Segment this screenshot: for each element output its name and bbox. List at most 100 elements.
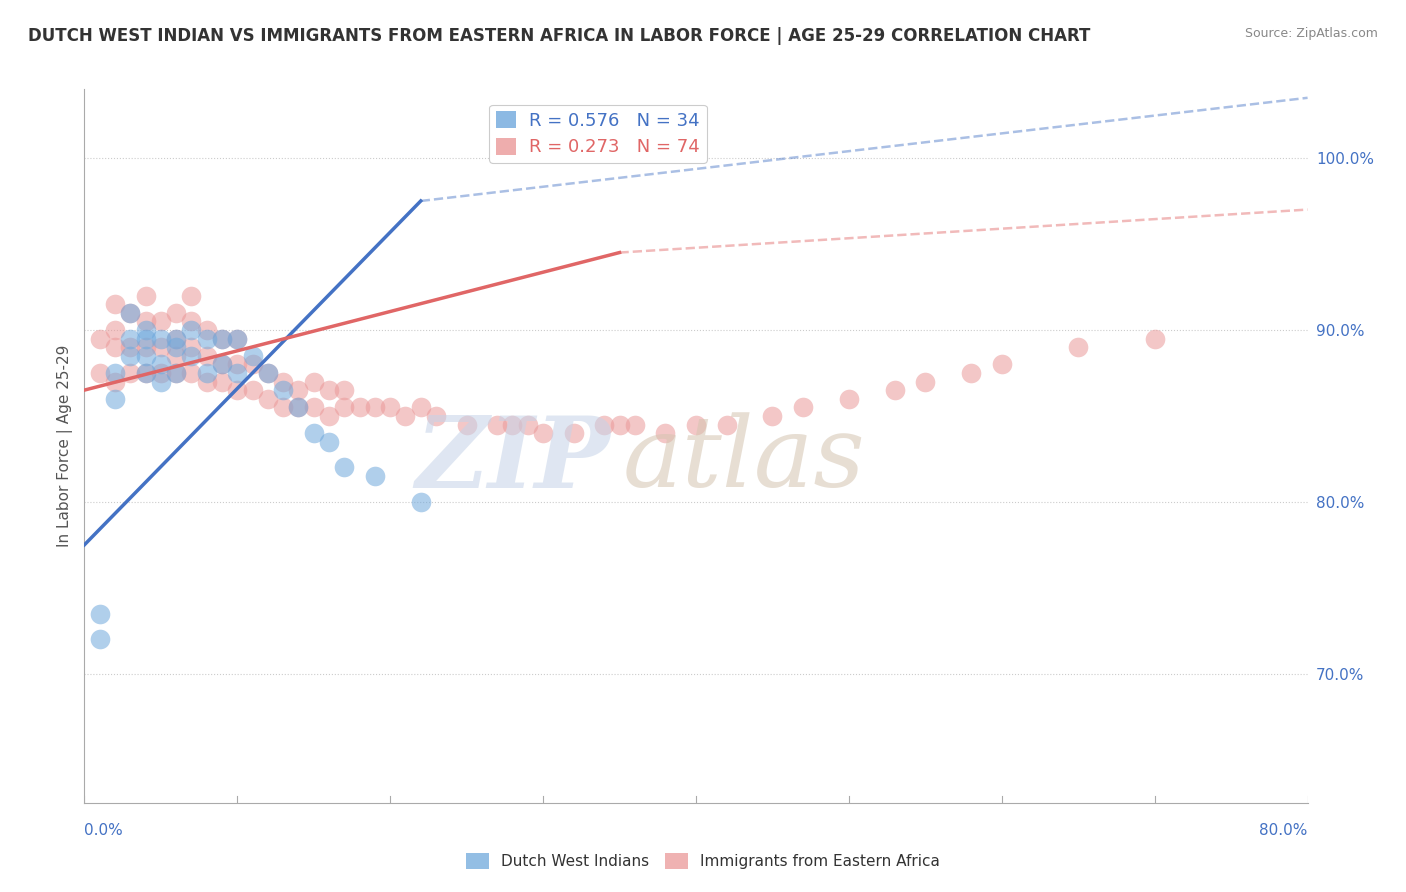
Point bbox=[333, 460, 356, 475]
Point bbox=[242, 357, 264, 371]
Point bbox=[257, 392, 280, 406]
Point bbox=[211, 332, 233, 346]
Point bbox=[149, 375, 172, 389]
Point bbox=[838, 392, 860, 406]
Point bbox=[104, 340, 127, 354]
Point bbox=[104, 366, 127, 380]
Point bbox=[380, 401, 402, 415]
Point bbox=[135, 366, 157, 380]
Point bbox=[516, 417, 538, 432]
Point bbox=[89, 607, 111, 621]
Point bbox=[226, 366, 249, 380]
Point bbox=[195, 375, 218, 389]
Point bbox=[104, 323, 127, 337]
Point bbox=[120, 366, 142, 380]
Point bbox=[502, 417, 524, 432]
Point bbox=[211, 357, 233, 371]
Point bbox=[195, 332, 218, 346]
Point bbox=[135, 332, 157, 346]
Point bbox=[318, 409, 340, 423]
Point bbox=[226, 332, 249, 346]
Point bbox=[135, 288, 157, 302]
Point bbox=[180, 288, 202, 302]
Point bbox=[180, 314, 202, 328]
Point bbox=[120, 340, 142, 354]
Point bbox=[226, 357, 249, 371]
Point bbox=[89, 366, 111, 380]
Point bbox=[180, 349, 202, 363]
Point bbox=[165, 349, 187, 363]
Point bbox=[593, 417, 616, 432]
Point bbox=[120, 349, 142, 363]
Point bbox=[211, 375, 233, 389]
Point bbox=[195, 349, 218, 363]
Text: 80.0%: 80.0% bbox=[1260, 823, 1308, 838]
Point bbox=[562, 426, 585, 441]
Point bbox=[104, 375, 127, 389]
Legend: R = 0.576   N = 34, R = 0.273   N = 74: R = 0.576 N = 34, R = 0.273 N = 74 bbox=[489, 104, 707, 162]
Text: DUTCH WEST INDIAN VS IMMIGRANTS FROM EASTERN AFRICA IN LABOR FORCE | AGE 25-29 C: DUTCH WEST INDIAN VS IMMIGRANTS FROM EAS… bbox=[28, 27, 1091, 45]
Point bbox=[149, 314, 172, 328]
Point bbox=[104, 392, 127, 406]
Point bbox=[624, 417, 647, 432]
Point bbox=[409, 495, 432, 509]
Point bbox=[609, 417, 631, 432]
Point bbox=[135, 323, 157, 337]
Point bbox=[271, 401, 294, 415]
Point bbox=[242, 349, 264, 363]
Point bbox=[302, 375, 325, 389]
Point bbox=[486, 417, 509, 432]
Point bbox=[914, 375, 936, 389]
Point bbox=[149, 366, 172, 380]
Point bbox=[180, 366, 202, 380]
Point bbox=[120, 306, 142, 320]
Point bbox=[211, 332, 233, 346]
Text: Source: ZipAtlas.com: Source: ZipAtlas.com bbox=[1244, 27, 1378, 40]
Point bbox=[364, 401, 387, 415]
Point bbox=[135, 349, 157, 363]
Point bbox=[302, 401, 325, 415]
Point bbox=[761, 409, 783, 423]
Point bbox=[716, 417, 738, 432]
Point bbox=[409, 401, 432, 415]
Point bbox=[257, 366, 280, 380]
Point bbox=[960, 366, 983, 380]
Point bbox=[180, 323, 202, 337]
Point bbox=[991, 357, 1014, 371]
Point bbox=[394, 409, 416, 423]
Point bbox=[135, 340, 157, 354]
Point bbox=[792, 401, 814, 415]
Point bbox=[685, 417, 707, 432]
Point bbox=[211, 357, 233, 371]
Y-axis label: In Labor Force | Age 25-29: In Labor Force | Age 25-29 bbox=[58, 345, 73, 547]
Point bbox=[135, 366, 157, 380]
Point bbox=[180, 340, 202, 354]
Point bbox=[364, 469, 387, 483]
Point bbox=[195, 366, 218, 380]
Point bbox=[257, 366, 280, 380]
Point bbox=[425, 409, 447, 423]
Point bbox=[531, 426, 554, 441]
Point bbox=[333, 401, 356, 415]
Point bbox=[226, 332, 249, 346]
Point bbox=[226, 383, 249, 397]
Point bbox=[165, 332, 187, 346]
Point bbox=[1143, 332, 1166, 346]
Point bbox=[318, 434, 340, 449]
Point bbox=[165, 306, 187, 320]
Point bbox=[287, 401, 309, 415]
Point bbox=[149, 332, 172, 346]
Point bbox=[883, 383, 905, 397]
Point bbox=[333, 383, 356, 397]
Point bbox=[89, 332, 111, 346]
Point bbox=[242, 383, 264, 397]
Point bbox=[1067, 340, 1090, 354]
Point bbox=[149, 340, 172, 354]
Point bbox=[165, 340, 187, 354]
Point bbox=[165, 366, 187, 380]
Point bbox=[349, 401, 371, 415]
Point bbox=[165, 332, 187, 346]
Point bbox=[165, 366, 187, 380]
Text: ZIP: ZIP bbox=[415, 412, 610, 508]
Point bbox=[135, 314, 157, 328]
